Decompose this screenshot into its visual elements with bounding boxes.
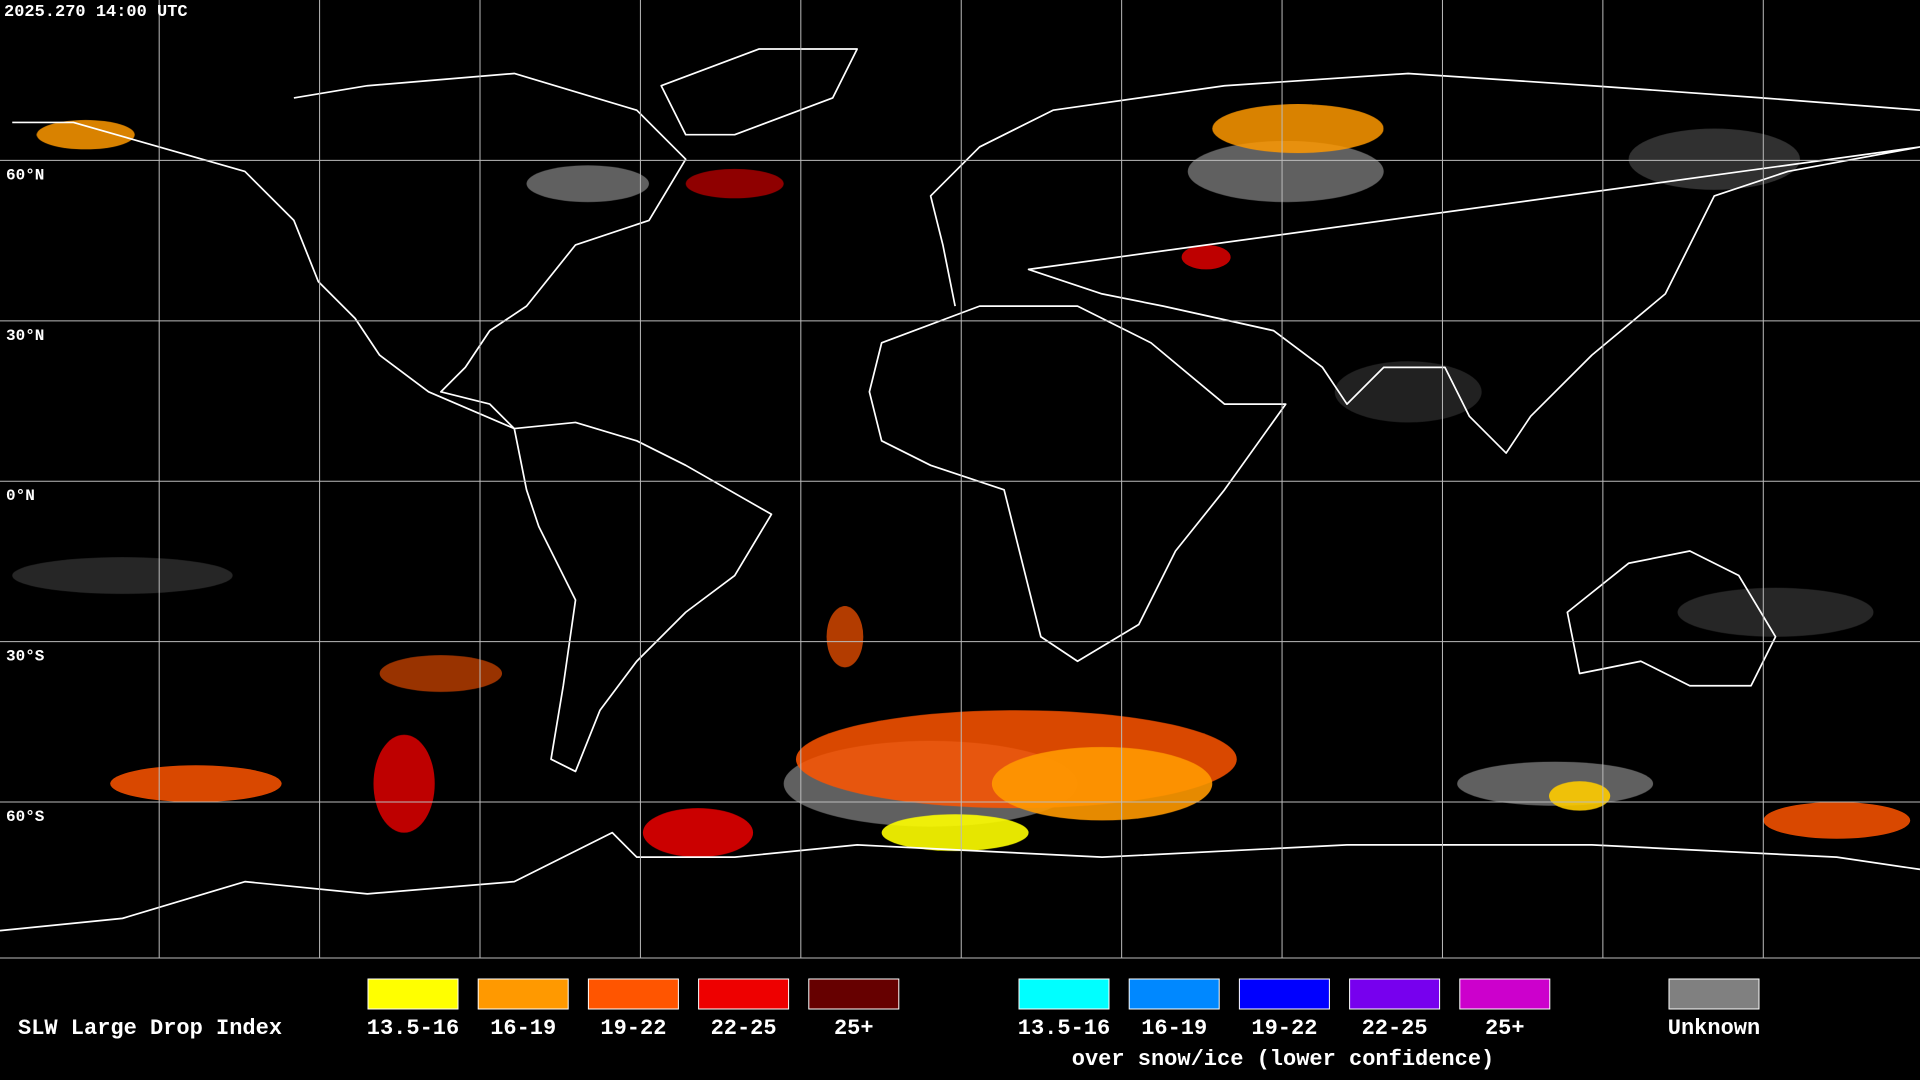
water-label: 13.5-16 (367, 1016, 459, 1041)
water-label: 22-25 (711, 1016, 777, 1041)
snow-ice-label: 16-19 (1141, 1016, 1207, 1041)
water-swatch (367, 978, 459, 1010)
lat-label: 30°N (6, 327, 44, 345)
snow-ice-label: 13.5-16 (1018, 1016, 1110, 1041)
lat-label: 60°N (6, 166, 44, 184)
snow-ice-swatch (1349, 978, 1441, 1010)
water-swatch (477, 978, 569, 1010)
lat-label: 0°N (6, 487, 35, 505)
snow-ice-swatch (1018, 978, 1110, 1010)
water-label: 25+ (834, 1016, 874, 1041)
unknown-label: Unknown (1668, 1016, 1760, 1041)
legend-title: SLW Large Drop Index (18, 1016, 282, 1041)
snow-ice-label: 25+ (1485, 1016, 1525, 1041)
water-label: 16-19 (490, 1016, 556, 1041)
water-swatch (587, 978, 679, 1010)
water-swatch (698, 978, 790, 1010)
snow-ice-label: 22-25 (1362, 1016, 1428, 1041)
snow-ice-swatch (1459, 978, 1551, 1010)
water-label: 19-22 (600, 1016, 666, 1041)
graticule: 60°N 30°N 0°N 30°S 60°S (0, 0, 1920, 958)
legend-panel (0, 958, 1920, 1080)
snow-ice-note: over snow/ice (lower confidence) (1072, 1047, 1494, 1072)
cloud-field (12, 104, 1911, 858)
slw-areas (36, 104, 1911, 858)
coastlines (0, 48, 1920, 932)
snow-ice-label: 19-22 (1251, 1016, 1317, 1041)
legend: 13.5-16 16-19 19-22 22-25 25+ 13.5-16 16-19 19-… (367, 978, 1760, 1041)
lat-label: 60°S (6, 808, 45, 826)
snow-ice-swatch (1238, 978, 1330, 1010)
lat-label: 30°S (6, 648, 45, 666)
snow-ice-swatch (1128, 978, 1220, 1010)
water-swatch (808, 978, 900, 1010)
unknown-swatch (1668, 978, 1760, 1010)
timestamp: 2025.270 14:00 UTC (4, 3, 188, 22)
